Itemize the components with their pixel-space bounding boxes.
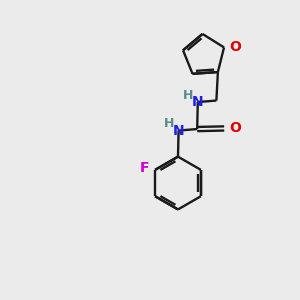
Text: O: O (230, 122, 242, 135)
Text: N: N (173, 124, 184, 137)
Text: F: F (140, 161, 149, 175)
Text: N: N (192, 95, 204, 109)
Text: O: O (230, 40, 241, 54)
Text: H: H (183, 89, 194, 102)
Text: H: H (164, 117, 174, 130)
